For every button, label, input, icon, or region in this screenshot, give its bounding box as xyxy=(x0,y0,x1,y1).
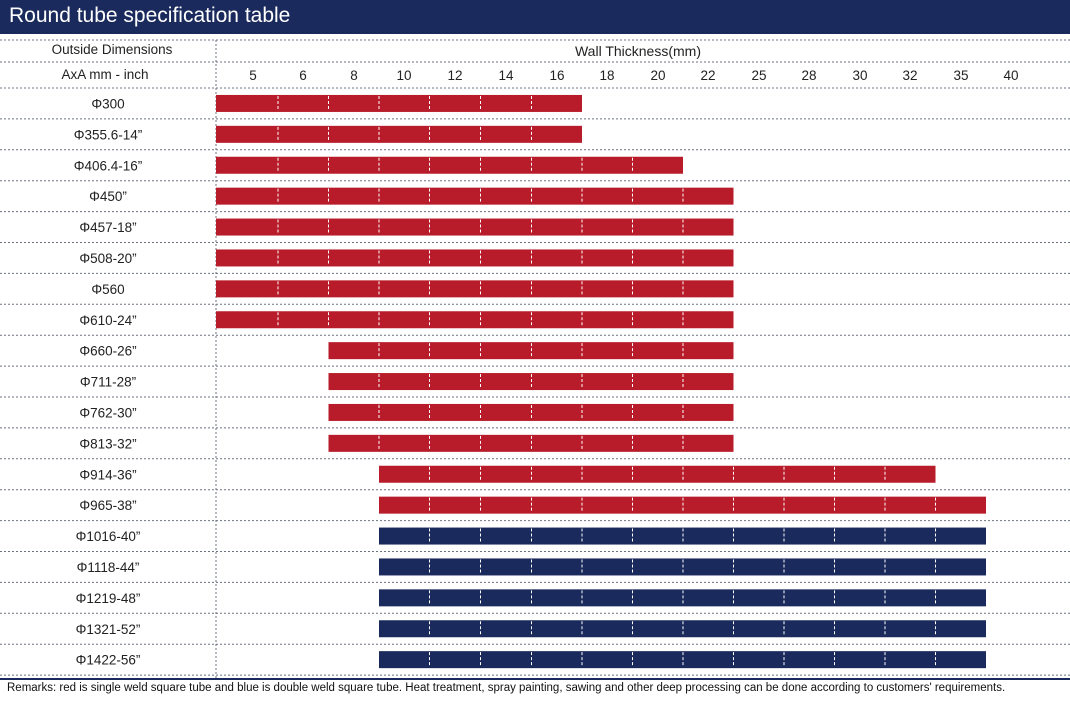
row-label: Φ610-24” xyxy=(79,313,136,328)
row-label: Φ1422-56” xyxy=(76,653,141,668)
thickness-tick-6: 6 xyxy=(299,68,307,83)
row-label: Φ660-26” xyxy=(79,344,136,359)
chart-title: Round tube specification table xyxy=(9,4,291,27)
remarks-text: Remarks: red is single weld square tube … xyxy=(7,682,1006,694)
spec-table-chart: Outside Dimensions AxA mm - inch Wall Thic… xyxy=(0,39,1070,678)
row-label: Φ1321-52” xyxy=(76,622,141,637)
thickness-tick-28: 28 xyxy=(801,68,816,83)
row-header-title: Outside Dimensions xyxy=(52,42,173,57)
spec-bar-single xyxy=(216,94,582,112)
thickness-tick-20: 20 xyxy=(650,68,665,83)
row-label: Φ560 xyxy=(91,282,124,297)
spec-bar-single xyxy=(216,249,734,267)
row-label: Φ450” xyxy=(89,189,127,204)
thickness-tick-12: 12 xyxy=(447,68,462,83)
spec-bar-single xyxy=(216,311,734,329)
remarks-divider xyxy=(0,678,1070,680)
spec-bar-single xyxy=(216,187,734,205)
thickness-tick-30: 30 xyxy=(852,68,867,83)
thickness-tick-10: 10 xyxy=(396,68,411,83)
row-label: Φ508-20” xyxy=(79,251,136,266)
row-label: Φ813-32” xyxy=(79,436,136,451)
thickness-tick-32: 32 xyxy=(902,68,917,83)
thickness-tick-5: 5 xyxy=(249,68,257,83)
thickness-tick-25: 25 xyxy=(751,68,766,83)
row-label: Φ1016-40” xyxy=(76,529,141,544)
spec-bar-single xyxy=(379,465,936,483)
thickness-tick-14: 14 xyxy=(498,68,514,83)
row-label: Φ914-36” xyxy=(79,467,136,482)
row-label: Φ457-18” xyxy=(79,220,136,235)
row-label: Φ762-30” xyxy=(79,405,136,420)
column-header-title: Wall Thickness(mm) xyxy=(575,43,701,59)
spec-bar-single xyxy=(216,280,734,298)
row-label: Φ711-28” xyxy=(80,375,136,390)
row-label: Φ406.4-16” xyxy=(74,158,143,173)
thickness-tick-35: 35 xyxy=(953,68,968,83)
row-label: Φ1118-44” xyxy=(77,560,140,575)
title-bar: Round tube specification table xyxy=(0,0,1070,34)
thickness-tick-40: 40 xyxy=(1003,68,1018,83)
thickness-tick-16: 16 xyxy=(549,68,564,83)
row-label: Φ355.6-14” xyxy=(74,127,143,142)
thickness-tick-22: 22 xyxy=(700,68,715,83)
row-header-units: AxA mm - inch xyxy=(61,67,148,82)
spec-bar-single xyxy=(216,156,683,174)
row-label: Φ1219-48” xyxy=(76,591,141,606)
thickness-tick-8: 8 xyxy=(350,68,358,83)
thickness-tick-18: 18 xyxy=(599,68,614,83)
row-label: Φ965-38” xyxy=(79,498,136,513)
row-label: Φ300 xyxy=(91,96,124,111)
spec-bar-single xyxy=(216,125,582,143)
spec-bar-single xyxy=(216,218,734,236)
